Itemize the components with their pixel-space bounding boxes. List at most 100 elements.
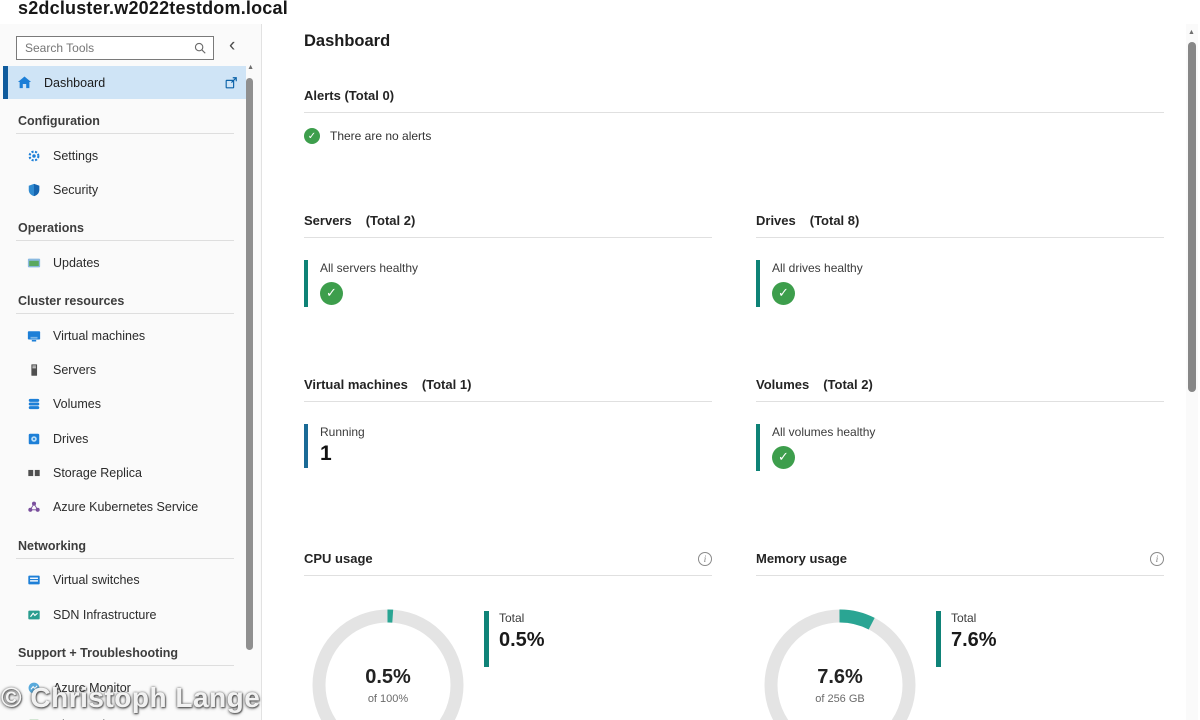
servers-total: (Total 2) (365, 213, 416, 228)
sidebar-section-cluster-resources: Cluster resources (18, 294, 125, 308)
sidebar-section-operations: Operations (18, 221, 84, 235)
healthy-check-icon: ✓ (772, 446, 795, 469)
search-tools-box (16, 36, 214, 60)
watermark: © Christoph Lange (1, 682, 261, 713)
info-icon[interactable]: i (1150, 551, 1164, 566)
virtual-switch-icon (26, 573, 41, 587)
memory-legend-value: 7.6% (951, 629, 997, 651)
sidebar-item-security[interactable]: Security (0, 177, 246, 203)
alerts-message: There are no alerts (330, 129, 432, 143)
sidebar-item-virtual-machines[interactable]: Virtual machines (0, 323, 246, 349)
sidebar: ‹ Dashboard Configuration Settings Secur… (0, 24, 262, 720)
virtual-machines-total: (Total 1) (421, 377, 472, 392)
sidebar-item-virtual-switches[interactable]: Virtual switches (0, 567, 246, 593)
dashboard-main: Dashboard Alerts (Total 0) ✓ There are n… (263, 24, 1185, 720)
cpu-legend-value: 0.5% (499, 629, 545, 651)
sidebar-item-drives[interactable]: Drives (0, 426, 246, 452)
memory-usage-card: Memory usage i 7.6% of 256 GB (756, 551, 1164, 720)
servers-card: Servers (Total 2) All servers healthy ✓ (304, 213, 712, 307)
memory-center-sub: of 256 GB (815, 692, 865, 705)
sidebar-item-label: Servers (53, 363, 97, 377)
kubernetes-cluster-icon (26, 500, 41, 514)
shield-icon (26, 183, 41, 197)
sidebar-item-azure-kubernetes-service[interactable]: Azure Kubernetes Service (0, 494, 246, 520)
info-icon[interactable]: i (698, 551, 712, 566)
sidebar-item-updates[interactable]: Updates (0, 250, 246, 276)
virtual-machines-card: Virtual machines (Total 1) Running 1 (304, 377, 712, 468)
scrollbar-up-arrow-icon[interactable]: ▲ (1188, 29, 1195, 36)
sidebar-item-storage-replica[interactable]: Storage Replica (0, 460, 246, 486)
sidebar-item-label: Storage Replica (53, 466, 142, 480)
sidebar-item-label: Azure Kubernetes Service (53, 500, 199, 514)
memory-usage-title: Memory usage (756, 551, 848, 566)
drives-status-label: All drives healthy (772, 261, 863, 275)
divider (16, 240, 234, 241)
drive-icon (26, 432, 41, 446)
sidebar-collapse-button[interactable]: ‹ (229, 35, 236, 56)
sidebar-item-dashboard[interactable]: Dashboard (3, 66, 246, 99)
memory-center-value: 7.6% (817, 665, 863, 688)
main-scrollbar[interactable]: ▲ (1186, 24, 1198, 720)
sidebar-item-sdn-infrastructure[interactable]: SDN Infrastructure (0, 602, 246, 628)
search-input[interactable] (17, 41, 193, 55)
vm-running-label: Running (320, 425, 365, 439)
healthy-check-icon: ✓ (320, 282, 343, 305)
sidebar-item-label: Virtual switches (53, 573, 140, 587)
sidebar-item-settings[interactable]: Settings (0, 143, 246, 169)
legend-color-bar (484, 611, 489, 667)
cpu-center-sub: of 100% (367, 692, 409, 705)
azure-monitor-icon (26, 681, 41, 695)
sidebar-item-label: Virtual machines (53, 329, 146, 343)
memory-legend: Total 7.6% (936, 611, 997, 667)
sidebar-item-label: Diagnostics (53, 718, 118, 720)
monitor-icon (26, 329, 41, 343)
sidebar-item-label: Updates (53, 256, 100, 270)
cpu-legend: Total 0.5% (484, 611, 545, 667)
divider (16, 665, 234, 666)
cpu-legend-label: Total (499, 611, 525, 625)
sidebar-item-label: Dashboard (44, 75, 106, 90)
drives-title: Drives (756, 213, 796, 228)
servers-status-label: All servers healthy (320, 261, 419, 275)
sidebar-item-label: Security (53, 183, 99, 197)
sidebar-item-label: Volumes (53, 397, 101, 411)
alerts-card: Alerts (Total 0) ✓ There are no alerts (304, 88, 1164, 144)
sidebar-item-label: Azure Monitor (53, 681, 131, 695)
divider (16, 313, 234, 314)
search-icon (193, 41, 207, 55)
sidebar-scrollbar-thumb[interactable] (246, 78, 253, 650)
drives-status-block: All drives healthy ✓ (756, 260, 1164, 307)
sidebar-section-networking: Networking (18, 539, 87, 553)
sidebar-item-azure-monitor[interactable]: Azure Monitor (0, 675, 246, 701)
volumes-total: (Total 2) (823, 377, 873, 392)
healthy-check-icon: ✓ (304, 128, 320, 144)
legend-color-bar (936, 611, 941, 667)
memory-donut-chart: 7.6% of 256 GB (764, 609, 916, 720)
virtual-machines-title: Virtual machines (304, 377, 408, 392)
virtual-machines-status-block: Running 1 (304, 424, 712, 468)
main-scrollbar-thumb[interactable] (1188, 42, 1196, 392)
scrollbar-up-arrow-icon[interactable]: ▲ (247, 64, 254, 71)
sidebar-item-label: Settings (53, 149, 99, 163)
volumes-card: Volumes (Total 2) All volumes healthy ✓ (756, 377, 1164, 471)
sidebar-section-support-troubleshooting: Support + Troubleshooting (18, 646, 179, 660)
gear-icon (26, 149, 41, 163)
drives-total: (Total 8) (809, 213, 860, 228)
healthy-check-icon: ✓ (772, 282, 795, 305)
cluster-title: s2dcluster.w2022testdom.local (18, 0, 288, 18)
popout-icon[interactable] (224, 76, 238, 90)
sidebar-item-label: SDN Infrastructure (53, 608, 157, 622)
divider (16, 133, 234, 134)
vm-running-count: 1 (320, 442, 332, 465)
sidebar-item-servers[interactable]: Servers (0, 357, 246, 383)
sidebar-item-volumes[interactable]: Volumes (0, 391, 246, 417)
cpu-usage-card: CPU usage i 0.5% of 100% (304, 551, 712, 720)
volumes-status-block: All volumes healthy ✓ (756, 424, 1164, 471)
servers-status-block: All servers healthy ✓ (304, 260, 712, 307)
sdn-icon (26, 608, 41, 622)
page-title: Dashboard (304, 32, 391, 50)
home-icon (17, 75, 32, 90)
servers-title: Servers (304, 213, 352, 228)
cpu-usage-title: CPU usage (304, 551, 373, 566)
